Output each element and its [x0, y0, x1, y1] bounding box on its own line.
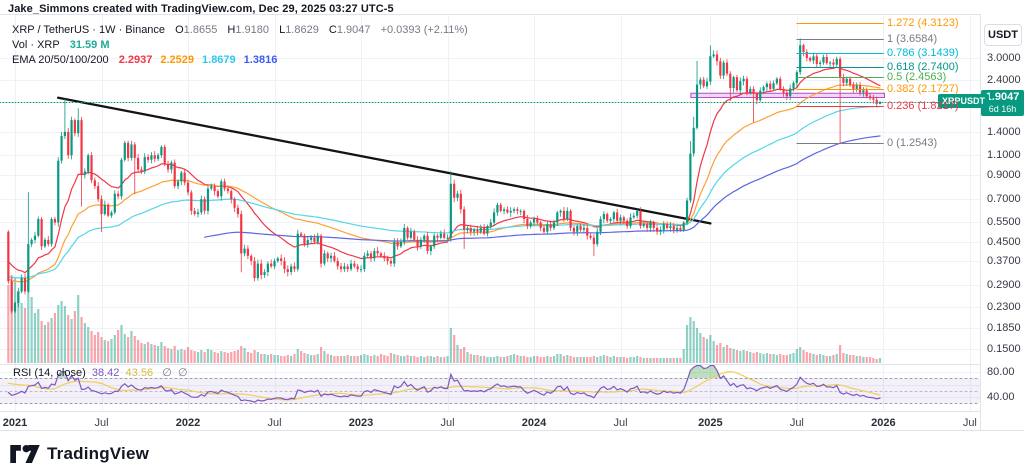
rsi-empty-slot: ∅: [177, 367, 188, 379]
chart-top-border: [0, 14, 1024, 15]
ohlc-high: H1.9180: [227, 24, 269, 36]
time-axis-year-label: 2021: [2, 417, 28, 429]
bar-countdown: 6d 16h: [988, 104, 1017, 114]
fib-level-label: 0.618 (2.7400): [887, 60, 959, 73]
price-axis[interactable]: USDT 1.9047 6d 16h 3.0000 2.4000 1.4000 1.1…: [981, 14, 1024, 430]
price-axis-label: 0.9000: [987, 168, 1021, 181]
ohlc-close: C1.9047: [328, 24, 371, 36]
price-axis-label: 1.4000: [987, 125, 1021, 138]
price-axis-label: 1.1000: [987, 149, 1021, 162]
price-axis-border: [980, 14, 981, 431]
chart-bottom-border: [0, 430, 1024, 431]
ohlc-open: O1.8655: [175, 24, 218, 36]
attribution-text: Jake_Simmons created with TradingView.co…: [8, 3, 394, 15]
fib-level-label: 1.272 (4.3123): [887, 16, 959, 29]
ema-label: EMA 20/50/100/200: [12, 54, 109, 66]
time-axis-month-label: Jul: [267, 417, 282, 429]
time-axis-year-label: 2025: [698, 417, 723, 429]
time-axis-year-label: 2026: [871, 417, 896, 429]
price-axis-label: 3.0000: [987, 51, 1021, 64]
change-value: +0.0393 (+2.11%): [380, 24, 468, 36]
price-axis-label: 0.1500: [987, 342, 1021, 355]
price-axis-label: 0.5500: [987, 216, 1021, 229]
rsi-bottom-border: [0, 411, 1024, 412]
ema-value: 2.2937: [118, 54, 153, 66]
price-axis-label: 0.4500: [987, 235, 1021, 248]
time-axis-month-label: Jul: [440, 417, 455, 429]
symbol-legend-row[interactable]: XRP / TetherUS · 1W · Binance O1.8655 H1…: [12, 24, 468, 36]
rsi-axis-label: 40.00: [987, 391, 1015, 403]
time-axis-year-label: 2023: [348, 417, 374, 429]
volume-legend-row[interactable]: Vol · XRP 31.59 M: [12, 39, 110, 51]
currency-chip[interactable]: USDT: [984, 24, 1022, 46]
price-axis-label: 0.2900: [987, 278, 1021, 291]
time-axis-month-label: Jul: [789, 417, 804, 429]
volume-label: Vol · XRP: [12, 39, 60, 51]
fib-level-label: 0 (1.2543): [887, 136, 938, 149]
rsi-value: 38.42: [91, 367, 120, 379]
rsi-ma-value: 43.56: [125, 367, 154, 379]
fib-level-label: 0.236 (1.8217): [887, 100, 959, 113]
rsi-axis-label: 80.00: [987, 366, 1015, 378]
fib-level-label: 0.5 (2.4563): [887, 71, 947, 84]
price-axis-label: 0.1850: [987, 322, 1021, 335]
ema-values: 2.2937 2.2529 1.8679 1.3816: [119, 54, 286, 66]
symbol-price-chip: XRPUSDT: [938, 94, 990, 108]
time-axis-year-label: 2024: [521, 417, 547, 429]
fib-level-label: 0.786 (3.1439): [887, 47, 959, 60]
rsi-label: RSI (14, close): [13, 367, 86, 379]
rsi-empty-slot: ∅: [162, 367, 172, 379]
time-axis-month-label: Jul: [94, 417, 109, 429]
time-axis-month-label: Jul: [613, 417, 628, 429]
ema-value: 1.8679: [202, 54, 236, 66]
ohlc-low: L1.8629: [279, 24, 319, 36]
price-axis-label: 0.2300: [987, 301, 1021, 314]
rsi-legend-row[interactable]: RSI (14, close) 38.42 43.56 ∅ ∅: [13, 366, 188, 379]
tradingview-logo-text: TradingView: [47, 444, 150, 463]
price-axis-label: 2.4000: [987, 73, 1021, 86]
symbol-title: XRP / TetherUS · 1W · Binance: [12, 24, 166, 36]
pane-separator[interactable]: [0, 364, 980, 365]
tradingview-logo-icon: [10, 445, 40, 463]
volume-value: 31.59 M: [69, 39, 110, 51]
time-axis-year-label: 2022: [175, 417, 201, 429]
ema-value: 1.3816: [243, 54, 278, 66]
price-axis-label: 0.7000: [987, 193, 1021, 206]
fib-level-label: 0.382 (2.1727): [887, 83, 959, 96]
time-axis-month-label: Jul: [962, 417, 977, 429]
tradingview-logo[interactable]: TradingView: [10, 444, 149, 464]
price-axis-label: 0.3700: [987, 254, 1021, 267]
ema-legend-row[interactable]: EMA 20/50/100/200 2.2937 2.2529 1.8679 1.38…: [12, 54, 285, 66]
ema-value: 2.2529: [160, 54, 195, 66]
fib-level-label: 1 (3.6584): [887, 32, 938, 45]
